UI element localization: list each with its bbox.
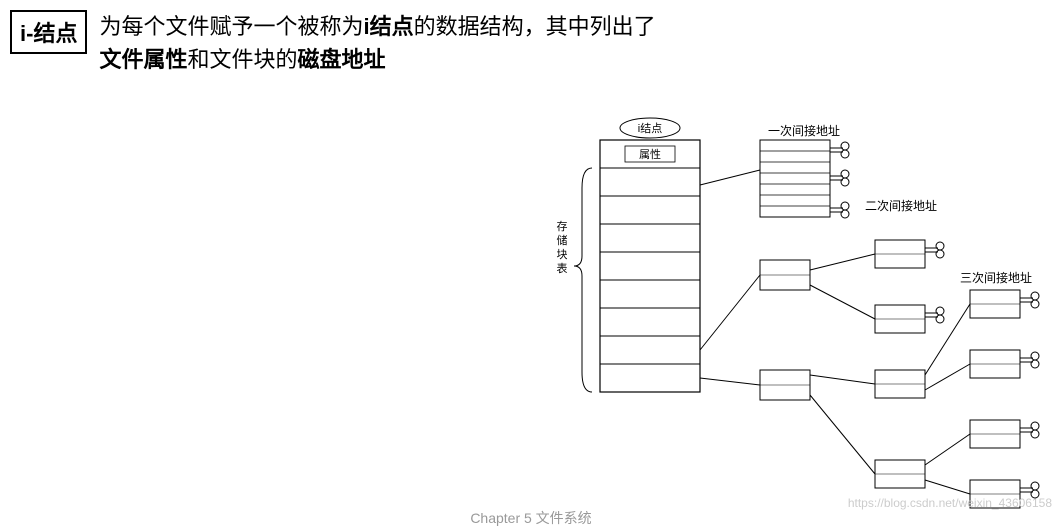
svg-text:表: 表 [557, 261, 568, 275]
svg-text:存: 存 [557, 219, 568, 233]
title-box: i-结点 [10, 10, 87, 54]
desc-p2: i结点 [363, 14, 413, 39]
svg-text:储: 储 [557, 233, 568, 247]
svg-text:一次间接地址: 一次间接地址 [768, 123, 840, 138]
desc-p3: 的数据结构，其中列出了 [414, 14, 656, 39]
svg-text:属性: 属性 [639, 147, 661, 161]
footer-text: Chapter 5 文件系统 [470, 508, 591, 528]
svg-text:二次间接地址: 二次间接地址 [865, 198, 937, 213]
desc-p6: 磁盘地址 [297, 47, 385, 72]
description-text: 为每个文件赋予一个被称为i结点的数据结构，其中列出了文件属性和文件块的磁盘地址 [99, 10, 655, 76]
watermark-text: https://blog.csdn.net/weixin_43606158 [848, 496, 1052, 510]
svg-text:i结点: i结点 [638, 122, 662, 135]
desc-p5: 和文件块的 [187, 47, 297, 72]
desc-p1: 为每个文件赋予一个被称为 [99, 14, 363, 39]
svg-text:块: 块 [557, 248, 568, 261]
inode-diagram: i结点属性存储块表 一次间接地址二次间接地址三次间接地址 [500, 110, 1060, 530]
desc-p4: 文件属性 [99, 47, 187, 72]
svg-text:三次间接地址: 三次间接地址 [960, 270, 1032, 285]
